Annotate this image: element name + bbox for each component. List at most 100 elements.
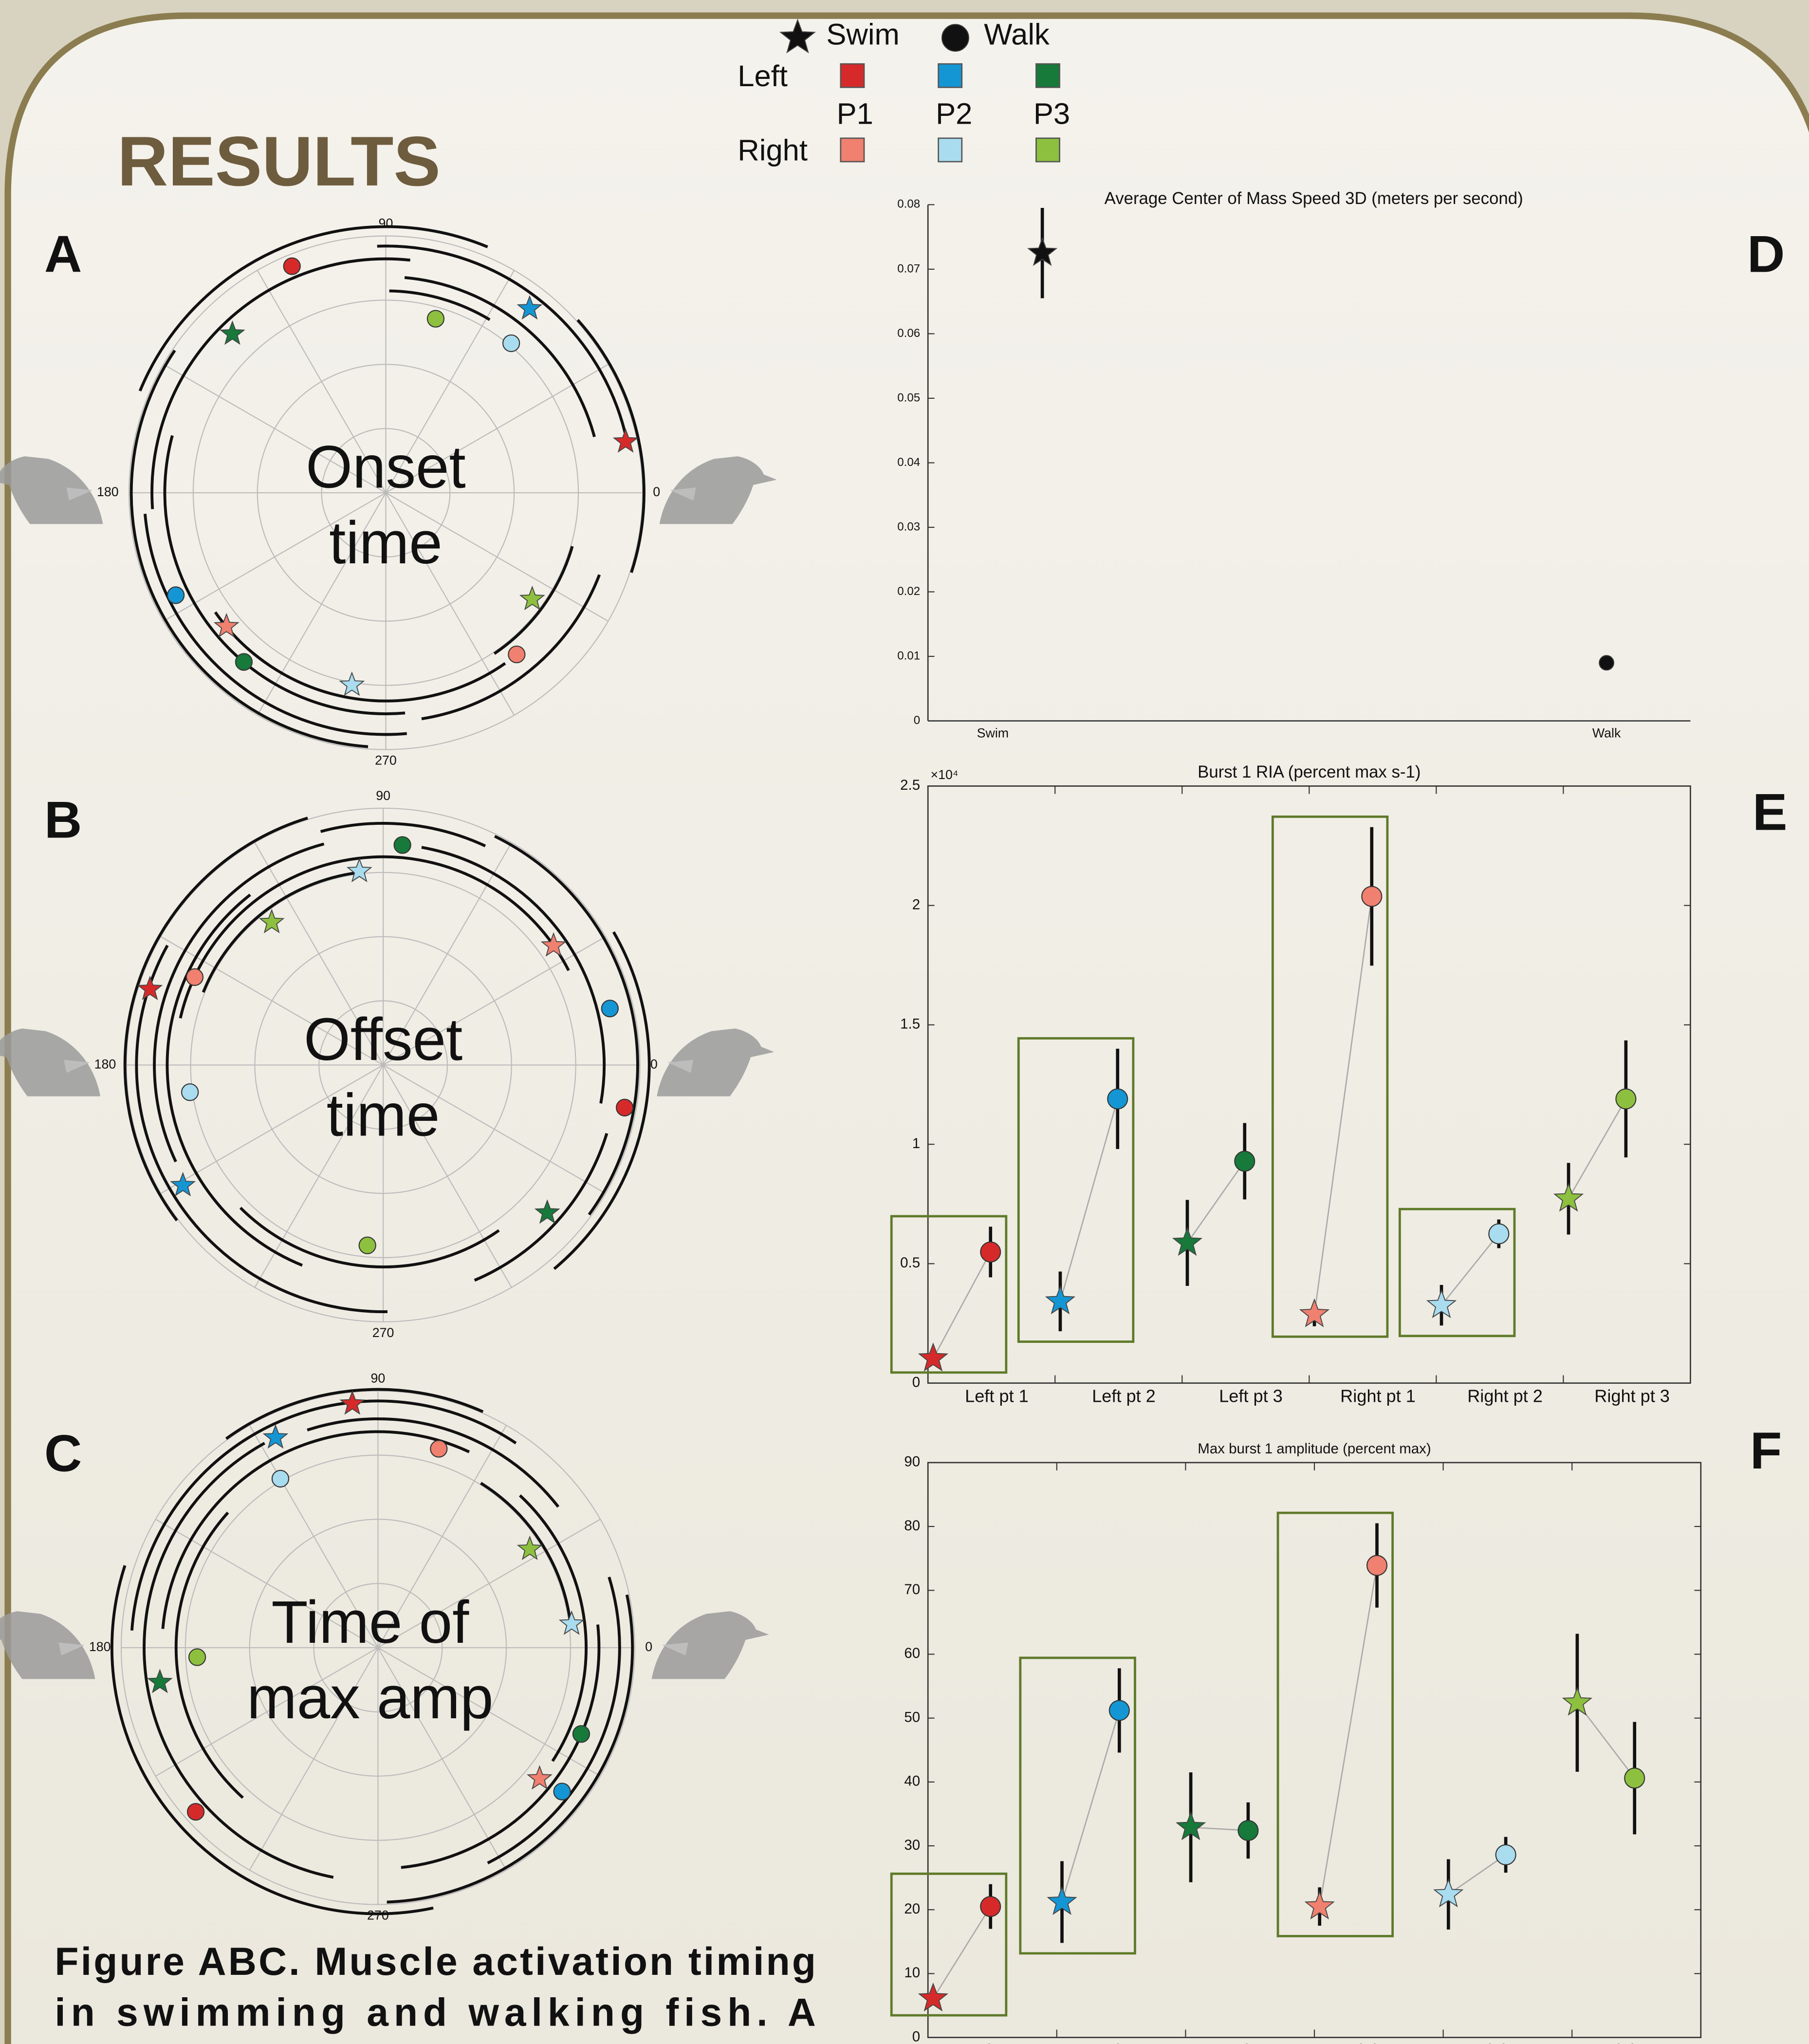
- y-tick-label: 50: [904, 1709, 920, 1725]
- x-tick-label: Right pt 1: [1347, 2041, 1422, 2044]
- x-tick-label: Left pt 1: [966, 2041, 1030, 2044]
- legend-swatch: [939, 64, 962, 87]
- y-tick-label: 1.5: [900, 1016, 920, 1032]
- y-tick-label: 2.5: [900, 777, 920, 793]
- chart-title: Burst 1 RIA (percent max s-1): [1198, 762, 1421, 781]
- panel-letter: D: [1747, 224, 1785, 283]
- y-tick-label: 40: [904, 1773, 920, 1789]
- x-tick-label: Left pt 3: [1223, 2041, 1287, 2044]
- y-tick-label: 30: [904, 1837, 920, 1853]
- polar-center-text: Onset: [306, 434, 466, 501]
- circle-marker: [1235, 1151, 1255, 1171]
- circle-marker: [189, 1649, 205, 1665]
- circle-marker: [1109, 1700, 1129, 1720]
- x-tick-label: Walk: [1592, 725, 1621, 740]
- circle-marker: [1367, 1556, 1387, 1576]
- y-tick-label: 0.5: [900, 1255, 920, 1271]
- circle-marker: [980, 1896, 1000, 1916]
- y-tick-label: 0.06: [897, 327, 920, 340]
- circle-marker: [187, 1803, 204, 1820]
- angle-tick-label: 180: [97, 484, 119, 499]
- y-tick-label: 90: [904, 1454, 920, 1470]
- legend-label: P2: [936, 97, 972, 131]
- circle-marker: [186, 969, 203, 985]
- circle-marker: [508, 646, 525, 663]
- circle-marker: [359, 1237, 376, 1254]
- angle-tick-label: 0: [645, 1639, 652, 1654]
- panel-letter: E: [1753, 782, 1787, 841]
- angle-tick-label: 270: [372, 1325, 394, 1340]
- x-tick-label: Left pt 3: [1219, 1386, 1283, 1406]
- polar-center-text: time: [329, 510, 443, 576]
- circle-marker: [1362, 887, 1382, 907]
- y-tick-label: 70: [904, 1581, 920, 1598]
- circle-marker: [616, 1099, 633, 1116]
- y-tick-label: 0.05: [897, 391, 920, 404]
- circle-marker: [236, 653, 252, 670]
- page: RESULTS Figure ABC. Muscle activation ti…: [0, 0, 1809, 2044]
- angle-tick-label: 270: [367, 1908, 389, 1923]
- legend-marker: [942, 24, 969, 51]
- circle-marker: [272, 1470, 289, 1487]
- poster: RESULTS Figure ABC. Muscle activation ti…: [0, 0, 1809, 2044]
- circle-marker: [284, 258, 300, 275]
- panel-letter: A: [44, 224, 82, 283]
- panel-letter: B: [44, 790, 82, 849]
- angle-tick-label: 0: [650, 1057, 658, 1071]
- circle-marker: [430, 1440, 447, 1457]
- y-tick-label: 0.04: [897, 456, 920, 469]
- circle-marker: [1489, 1224, 1509, 1244]
- circle-marker: [503, 335, 519, 352]
- y-tick-label: 20: [904, 1901, 920, 1917]
- legend-label: Walk: [984, 18, 1050, 51]
- polar-center-text: Time of: [271, 1589, 469, 1656]
- circle-marker: [1496, 1845, 1516, 1865]
- circle-marker: [1624, 1768, 1644, 1788]
- y-multiplier: ×10⁴: [931, 767, 959, 782]
- legend-label: Right: [738, 134, 808, 167]
- circle-marker: [980, 1242, 1000, 1262]
- x-tick-label: Right pt 1: [1340, 1386, 1416, 1406]
- legend-swatch: [939, 138, 962, 162]
- y-tick-label: 80: [904, 1518, 920, 1534]
- y-tick-label: 0.08: [897, 198, 920, 211]
- y-tick-label: 1: [912, 1135, 920, 1152]
- y-tick-label: 10: [904, 1965, 920, 1981]
- legend-swatch: [841, 64, 864, 87]
- circle-marker: [394, 836, 411, 853]
- circle-marker: [602, 1000, 618, 1017]
- x-tick-label: Left pt 2: [1092, 1386, 1156, 1406]
- angle-tick-label: 0: [653, 484, 660, 499]
- circle-marker: [1616, 1089, 1636, 1109]
- angle-tick-label: 90: [379, 216, 393, 231]
- x-tick-label: Right pt 3: [1594, 1386, 1670, 1406]
- legend-label: Left: [738, 59, 788, 93]
- circle-marker: [573, 1726, 590, 1742]
- legend-swatch: [1036, 64, 1059, 87]
- angle-tick-label: 90: [371, 1371, 386, 1386]
- chart-title: Average Center of Mass Speed 3D (meters …: [1105, 189, 1523, 208]
- polar-center-text: Offset: [304, 1006, 462, 1073]
- x-tick-label: Left pt 1: [965, 1386, 1029, 1406]
- section-title: RESULTS: [117, 122, 441, 201]
- x-tick-label: Right pt 3: [1604, 2041, 1680, 2044]
- legend-swatch: [1036, 138, 1059, 162]
- legend-swatch: [841, 138, 864, 162]
- circle-marker: [182, 1084, 198, 1100]
- y-tick-label: 0.07: [897, 262, 920, 275]
- circle-marker: [1238, 1821, 1258, 1840]
- y-tick-label: 0.03: [897, 520, 920, 533]
- y-tick-label: 2: [912, 896, 920, 912]
- y-tick-label: 0.02: [897, 585, 920, 598]
- legend-label: P3: [1034, 97, 1070, 131]
- panel-letter: C: [44, 1424, 82, 1482]
- angle-tick-label: 90: [376, 788, 390, 803]
- x-tick-label: Right pt 2: [1475, 2041, 1551, 2044]
- circle-marker: [1599, 655, 1614, 670]
- y-tick-label: 60: [904, 1645, 920, 1661]
- x-tick-label: Right pt 2: [1467, 1386, 1543, 1406]
- chart-title: Max burst 1 amplitude (percent max): [1198, 1441, 1431, 1457]
- x-tick-label: Swim: [977, 725, 1009, 740]
- y-tick-label: 0: [912, 1374, 920, 1390]
- circle-marker: [427, 311, 444, 327]
